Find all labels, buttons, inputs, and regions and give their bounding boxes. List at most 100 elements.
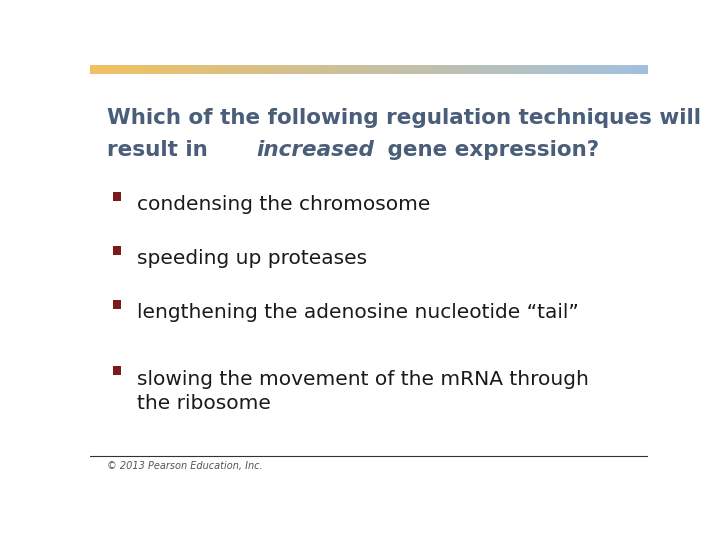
Bar (221, 65, 225, 74)
Text: result in: result in (107, 140, 215, 160)
Text: gene expression?: gene expression? (380, 140, 599, 160)
Bar (639, 65, 643, 74)
Bar (536, 65, 540, 74)
Bar (481, 65, 484, 74)
Bar (459, 65, 462, 74)
Text: condensing the chromosome: condensing the chromosome (138, 195, 431, 214)
Bar (282, 65, 286, 74)
Bar (542, 65, 545, 74)
Bar (93, 65, 96, 74)
Bar (405, 65, 409, 74)
Bar (230, 65, 233, 74)
Bar (193, 65, 197, 74)
Bar (495, 65, 498, 74)
Bar (129, 65, 132, 74)
Bar (255, 65, 258, 74)
Bar (377, 65, 381, 74)
Bar (534, 65, 537, 74)
Bar (498, 65, 500, 74)
Bar (581, 65, 585, 74)
Bar (556, 65, 559, 74)
Bar (333, 65, 336, 74)
Bar (517, 65, 521, 74)
Bar (567, 65, 570, 74)
Bar (411, 65, 414, 74)
Bar (157, 65, 161, 74)
Bar (138, 65, 141, 74)
Bar (397, 65, 400, 74)
Bar (243, 65, 247, 74)
Bar (526, 65, 528, 74)
Bar (609, 65, 612, 74)
Bar (140, 65, 143, 74)
Bar (564, 65, 567, 74)
Bar (472, 65, 476, 74)
Bar (478, 65, 481, 74)
Bar (461, 65, 464, 74)
Bar (199, 65, 202, 74)
Bar (263, 65, 266, 74)
Bar (441, 65, 445, 74)
Bar (330, 65, 333, 74)
Bar (114, 192, 121, 201)
Bar (595, 65, 598, 74)
Bar (547, 65, 551, 74)
Bar (523, 65, 526, 74)
Bar (545, 65, 548, 74)
Bar (112, 65, 116, 74)
Bar (520, 65, 523, 74)
Bar (204, 65, 208, 74)
Bar (372, 65, 375, 74)
Bar (297, 65, 300, 74)
Bar (215, 65, 219, 74)
Bar (539, 65, 543, 74)
Bar (124, 65, 127, 74)
Bar (307, 65, 311, 74)
Bar (166, 65, 168, 74)
Bar (240, 65, 244, 74)
Bar (319, 65, 322, 74)
Bar (645, 65, 649, 74)
Bar (623, 65, 626, 74)
Bar (196, 65, 199, 74)
Text: Which of the following regulation techniques will: Which of the following regulation techni… (107, 109, 701, 129)
Bar (115, 65, 119, 74)
Bar (185, 65, 188, 74)
Bar (590, 65, 593, 74)
Bar (629, 65, 632, 74)
Bar (316, 65, 320, 74)
Bar (503, 65, 506, 74)
Bar (553, 65, 557, 74)
Bar (383, 65, 387, 74)
Bar (603, 65, 607, 74)
Bar (143, 65, 146, 74)
Bar (160, 65, 163, 74)
Text: speeding up proteases: speeding up proteases (138, 249, 367, 268)
Bar (402, 65, 406, 74)
Bar (447, 65, 451, 74)
Bar (578, 65, 582, 74)
Bar (374, 65, 378, 74)
Bar (450, 65, 454, 74)
Bar (514, 65, 518, 74)
Bar (213, 65, 216, 74)
Bar (492, 65, 495, 74)
Bar (416, 65, 420, 74)
Bar (606, 65, 610, 74)
Bar (280, 65, 283, 74)
Bar (274, 65, 277, 74)
Bar (218, 65, 222, 74)
Bar (101, 65, 104, 74)
Bar (121, 65, 124, 74)
Bar (132, 65, 135, 74)
Bar (528, 65, 531, 74)
Bar (615, 65, 618, 74)
Bar (148, 65, 152, 74)
Bar (249, 65, 253, 74)
Bar (531, 65, 534, 74)
Bar (324, 65, 328, 74)
Bar (338, 65, 342, 74)
Bar (464, 65, 467, 74)
Bar (341, 65, 344, 74)
Bar (114, 246, 121, 255)
